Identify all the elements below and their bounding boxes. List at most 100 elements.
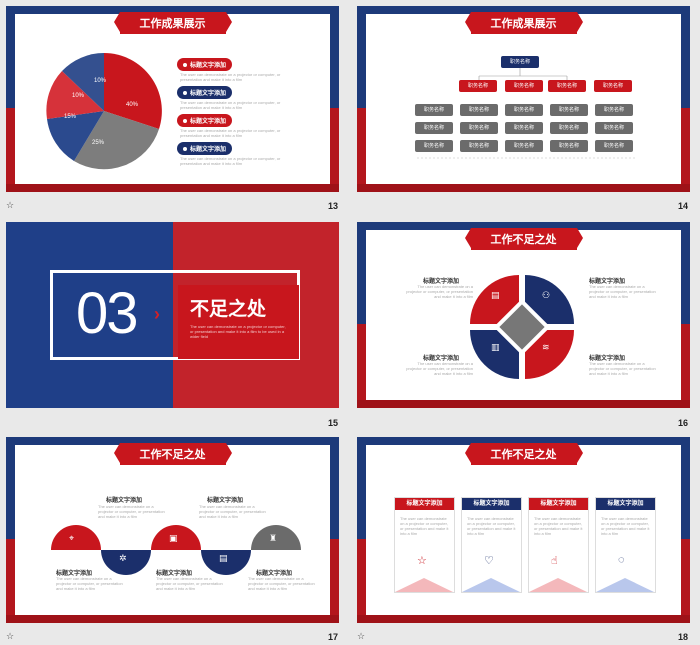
slide-title: 工作不足之处 <box>113 443 232 465</box>
heart-icon: ♡ <box>484 555 494 567</box>
star-icon[interactable]: ☆ <box>6 631 15 641</box>
legend-pill: 标题文字添加 <box>177 114 233 127</box>
item-text: The user can demonstrate on a projector … <box>98 504 165 519</box>
slide-bottom-strip <box>357 184 690 192</box>
slide-17-thumbnail[interactable]: 工作不足之处 标题文字添加 The user can demonstrate o… <box>6 437 339 623</box>
item-text: The user can demonstrate on a projector … <box>248 576 315 591</box>
org-grid-box: 职务名称 <box>460 140 498 152</box>
org-level2-box: 职务名称 <box>548 80 586 92</box>
wave-process-diagram <box>51 525 301 575</box>
card-header: 标题文字添加 <box>462 498 521 510</box>
section-number: 03 <box>76 281 138 346</box>
legend-pill: 标题文字添加 <box>177 142 233 155</box>
card-header: 标题文字添加 <box>596 498 655 510</box>
slide-title: 工作成果展示 <box>464 12 583 34</box>
chevron-right-icon: › <box>154 304 160 324</box>
item-text: The user can demonstrate on a projector … <box>406 284 473 299</box>
card-text: The user can demonstrate on a projector … <box>601 516 650 536</box>
team-icon: ⚇ <box>542 290 551 300</box>
location-pin-icon: ⌖ <box>69 533 75 543</box>
pie-label: 10% <box>94 78 107 84</box>
slide-title: 工作不足之处 <box>464 228 583 250</box>
org-grid-box: 职务名称 <box>460 104 498 116</box>
pie-label: 15% <box>64 114 77 120</box>
slide-number: 16 <box>678 418 689 428</box>
card: 标题文字添加 The user can demonstrate on a pro… <box>461 497 522 593</box>
org-root-box: 职务名称 <box>501 56 539 68</box>
org-grid-box: 职务名称 <box>595 104 633 116</box>
slide-bottom-strip <box>357 615 690 623</box>
card: 标题文字添加 The user can demonstrate on a pro… <box>394 497 455 593</box>
org-grid-box: 职务名称 <box>595 140 633 152</box>
pie-label: 10% <box>72 93 85 99</box>
item-label: 标题文字添加 <box>589 356 626 362</box>
document-icon: ▤ <box>219 553 228 563</box>
legend-text: The user can demonstrate on a projector … <box>180 100 281 110</box>
item-label: 标题文字添加 <box>56 571 93 577</box>
org-grid-box: 职务名称 <box>505 104 543 116</box>
pie-label: 25% <box>92 140 105 146</box>
org-connectors <box>417 68 637 159</box>
slide-title: 工作不足之处 <box>464 443 583 465</box>
legend-pill: 标题文字添加 <box>177 86 233 99</box>
item-label: 标题文字添加 <box>106 498 143 504</box>
item-label: 标题文字添加 <box>423 356 460 362</box>
slide-16-thumbnail[interactable]: 工作不足之处 ▤ ⚇ ▥ ≋ 标题文字添加 The user can demon… <box>357 222 690 408</box>
slide-number: 18 <box>678 632 689 642</box>
card-text: The user can demonstrate on a projector … <box>400 516 449 536</box>
org-grid-box: 职务名称 <box>595 122 633 134</box>
card: 标题文字添加 The user can demonstrate on a pro… <box>528 497 589 593</box>
clipboard-icon: ▥ <box>491 342 500 352</box>
slide-13-thumbnail[interactable]: 工作成果展示 10% 10% 15% 25% 40% 标题文字添加 The us… <box>6 6 339 192</box>
card-header: 标题文字添加 <box>395 498 454 510</box>
slide-content-area <box>366 14 681 184</box>
star-icon[interactable]: ☆ <box>6 200 15 210</box>
org-grid-box: 职务名称 <box>460 122 498 134</box>
card-text: The user can demonstrate on a projector … <box>534 516 583 536</box>
pie-label: 40% <box>126 102 139 108</box>
gear-icon: ✲ <box>119 553 127 563</box>
org-grid-box: 职务名称 <box>550 140 588 152</box>
org-grid-box: 职务名称 <box>415 140 453 152</box>
item-label: 标题文字添加 <box>256 571 293 577</box>
section-text: The user can demonstrate on a projector … <box>190 324 286 339</box>
org-level2-box: 职务名称 <box>505 80 543 92</box>
slide-18-thumbnail[interactable]: 工作不足之处 标题文字添加 The user can demonstrate o… <box>357 437 690 623</box>
slide-bottom-strip <box>357 400 690 408</box>
item-text: The user can demonstrate on a projector … <box>199 504 266 519</box>
trophy-icon: ♜ <box>269 533 278 543</box>
card-triangle <box>462 578 520 592</box>
slide-15-thumbnail[interactable]: 03 › 不足之处 The user can demonstrate on a … <box>6 222 339 408</box>
pie-chart <box>46 53 162 170</box>
slide-14-thumbnail[interactable]: 工作成果展示 职务名称 职务名称 职务名称 职务名称 职务名称 职务名称 职务名… <box>357 6 690 192</box>
item-text: The user can demonstrate on a projector … <box>156 576 223 591</box>
org-level2-box: 职务名称 <box>459 80 497 92</box>
legend-text: The user can demonstrate on a projector … <box>180 72 281 82</box>
quad-circle-diagram <box>470 275 574 379</box>
section-bg-left <box>6 222 173 408</box>
item-text: The user can demonstrate on a projector … <box>406 361 473 376</box>
slide-number: 15 <box>328 418 339 428</box>
legend-text: The user can demonstrate on a projector … <box>180 128 281 138</box>
item-text: The user can demonstrate on a projector … <box>56 576 123 591</box>
presentation-icon: ▣ <box>169 533 178 543</box>
org-grid-box: 职务名称 <box>550 104 588 116</box>
wifi-icon: ≋ <box>542 342 550 352</box>
item-text: The user can demonstrate on a projector … <box>589 284 656 299</box>
org-grid-box: 职务名称 <box>505 122 543 134</box>
slide-title: 工作成果展示 <box>113 12 232 34</box>
item-text: The user can demonstrate on a projector … <box>589 361 656 376</box>
slide-bottom-strip <box>6 184 339 192</box>
org-grid-box: 职务名称 <box>415 122 453 134</box>
legend-pill: 标题文字添加 <box>177 58 233 71</box>
org-grid-box: 职务名称 <box>505 140 543 152</box>
section-title-box <box>178 285 299 359</box>
heart-icon: ☆ <box>417 555 427 567</box>
thumbs-up-icon: ☝ <box>551 555 558 567</box>
chat-icon: ◌ <box>618 554 625 566</box>
star-icon[interactable]: ☆ <box>357 631 366 641</box>
section-title: 不足之处 <box>190 299 267 320</box>
item-label: 标题文字添加 <box>589 279 626 285</box>
item-label: 标题文字添加 <box>207 498 244 504</box>
slide-number: 14 <box>678 201 689 211</box>
